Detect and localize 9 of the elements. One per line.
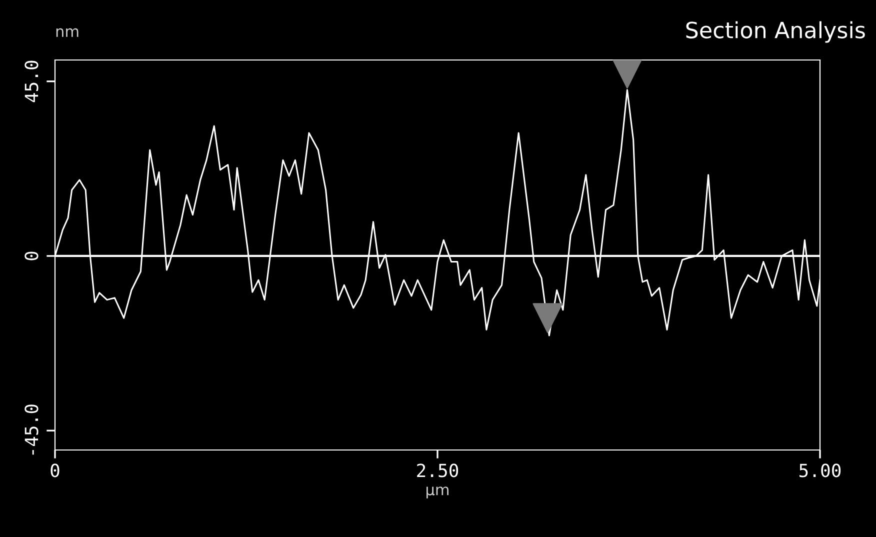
y-tick-label: 45.0 (24, 60, 38, 102)
x-tick-label: 2.50 (417, 464, 458, 478)
x-axis-title: µm (426, 486, 449, 498)
y-axis-title: nm (56, 28, 78, 37)
y-tick-label: 0 (24, 252, 38, 260)
y-tick-label: -45.0 (24, 404, 38, 455)
chart-title: Section Analysis (686, 21, 865, 43)
x-tick-label: 0 (50, 464, 60, 478)
x-tick-label: 5.00 (800, 464, 841, 478)
